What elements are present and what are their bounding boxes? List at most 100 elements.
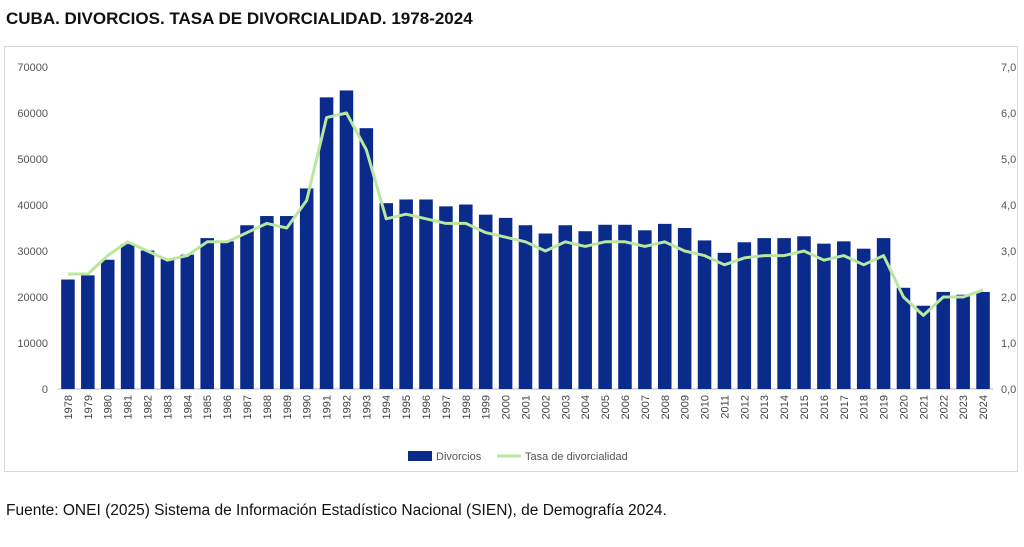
bar-2019	[876, 238, 891, 389]
bar-2017	[837, 241, 851, 389]
left-axis-tick: 0	[42, 384, 48, 396]
bar-1988	[260, 216, 274, 389]
chart-title: CUBA. DIVORCIOS. TASA DE DIVORCIALIDAD. …	[6, 9, 473, 28]
x-tick-label: 2007	[640, 395, 652, 419]
x-tick-label: 2006	[620, 395, 632, 419]
bar-1990	[299, 188, 314, 389]
right-axis-tick: 1,0	[1001, 338, 1016, 350]
bar-1999	[478, 214, 493, 389]
x-tick-label: 1997	[441, 395, 453, 419]
x-tick-label: 1985	[202, 395, 214, 419]
bar-2015	[797, 236, 811, 389]
bar-1992	[339, 90, 354, 390]
x-tick-label: 2022	[938, 395, 950, 419]
bar-2001	[518, 225, 533, 389]
bar-1991	[319, 97, 334, 390]
bar-1989	[280, 216, 294, 389]
bar-2009	[677, 228, 692, 389]
x-tick-label: 2020	[898, 395, 910, 419]
chart-frame	[4, 46, 1018, 472]
x-tick-label: 1988	[262, 395, 274, 419]
bar-1982	[140, 250, 155, 389]
bar-1993	[359, 128, 374, 389]
bar-2016	[817, 243, 831, 389]
x-tick-label: 2012	[739, 395, 751, 419]
x-tick-label: 1991	[322, 395, 334, 419]
x-tick-label: 1987	[242, 395, 254, 419]
x-tick-label: 1979	[83, 395, 95, 419]
x-tick-label: 2001	[521, 395, 533, 419]
bar-1994	[379, 203, 394, 389]
x-tick-label: 2004	[580, 395, 592, 419]
bar-2022	[936, 291, 951, 389]
bar-2020	[896, 287, 911, 389]
bar-2018	[856, 248, 871, 389]
x-tick-label: 2009	[680, 395, 692, 419]
x-tick-label: 2023	[958, 395, 970, 419]
left-axis-tick: 40000	[17, 200, 48, 212]
right-axis-tick: 4,0	[1001, 200, 1016, 212]
legend-label-tasa: Tasa de divorcialidad	[525, 451, 628, 463]
left-axis-tick: 10000	[17, 338, 48, 350]
bar-2006	[618, 224, 632, 389]
x-tick-label: 2000	[501, 395, 513, 419]
bar-1985	[200, 238, 214, 389]
x-tick-label: 2016	[819, 395, 831, 419]
bar-1980	[100, 259, 115, 389]
bar-2021	[916, 305, 931, 389]
x-tick-label: 1996	[421, 395, 433, 419]
x-tick-label: 2003	[560, 395, 572, 419]
x-tick-label: 1999	[481, 395, 493, 419]
bar-1983	[160, 258, 175, 389]
x-tick-label: 1992	[341, 395, 353, 419]
bar-1981	[120, 244, 135, 389]
x-tick-label: 2014	[779, 395, 791, 419]
bar-2005	[598, 224, 612, 389]
right-axis-tick: 3,0	[1001, 246, 1016, 258]
bar-1986	[220, 241, 234, 389]
x-tick-label: 2018	[859, 395, 871, 419]
x-tick-label: 1998	[461, 395, 473, 419]
right-axis-tick: 7,0	[1001, 62, 1016, 74]
x-tick-label: 1983	[162, 395, 174, 419]
bar-1978	[61, 279, 75, 389]
x-tick-label: 2017	[839, 395, 851, 419]
bar-2004	[578, 231, 592, 389]
bar-2024	[976, 291, 990, 389]
x-tick-label: 2011	[719, 395, 731, 419]
x-tick-label: 2019	[879, 395, 891, 419]
x-tick-label: 1982	[143, 395, 155, 419]
x-tick-label: 1981	[123, 395, 135, 419]
x-tick-label: 1990	[302, 395, 314, 419]
x-tick-label: 2008	[660, 395, 672, 419]
x-tick-label: 1993	[361, 395, 373, 419]
bar-2003	[558, 225, 573, 389]
x-tick-label: 2021	[918, 395, 930, 419]
right-axis-tick: 2,0	[1001, 292, 1016, 304]
bar-2023	[956, 294, 970, 389]
x-tick-label: 1995	[401, 395, 413, 419]
x-tick-label: 2010	[700, 395, 712, 419]
bar-2013	[757, 238, 771, 389]
bar-2000	[498, 217, 513, 389]
x-tick-label: 2024	[978, 395, 990, 419]
bar-1996	[419, 199, 433, 389]
right-axis-tick: 0,0	[1001, 384, 1016, 396]
left-axis-tick: 60000	[17, 108, 48, 120]
bar-1997	[439, 206, 453, 389]
bar-1987	[240, 225, 254, 389]
legend-swatch-divorcios	[408, 451, 432, 461]
left-axis-tick: 50000	[17, 154, 48, 166]
x-tick-label: 2005	[600, 395, 612, 419]
x-tick-label: 1978	[63, 395, 75, 419]
bar-2012	[737, 242, 752, 389]
legend-label-divorcios: Divorcios	[436, 451, 482, 463]
x-tick-label: 1984	[182, 395, 194, 419]
x-tick-label: 2015	[799, 395, 811, 419]
bar-2002	[538, 233, 553, 389]
bar-2011	[717, 252, 732, 389]
bar-1995	[399, 199, 413, 389]
left-axis-tick: 70000	[17, 62, 48, 74]
x-tick-label: 1980	[103, 395, 115, 419]
